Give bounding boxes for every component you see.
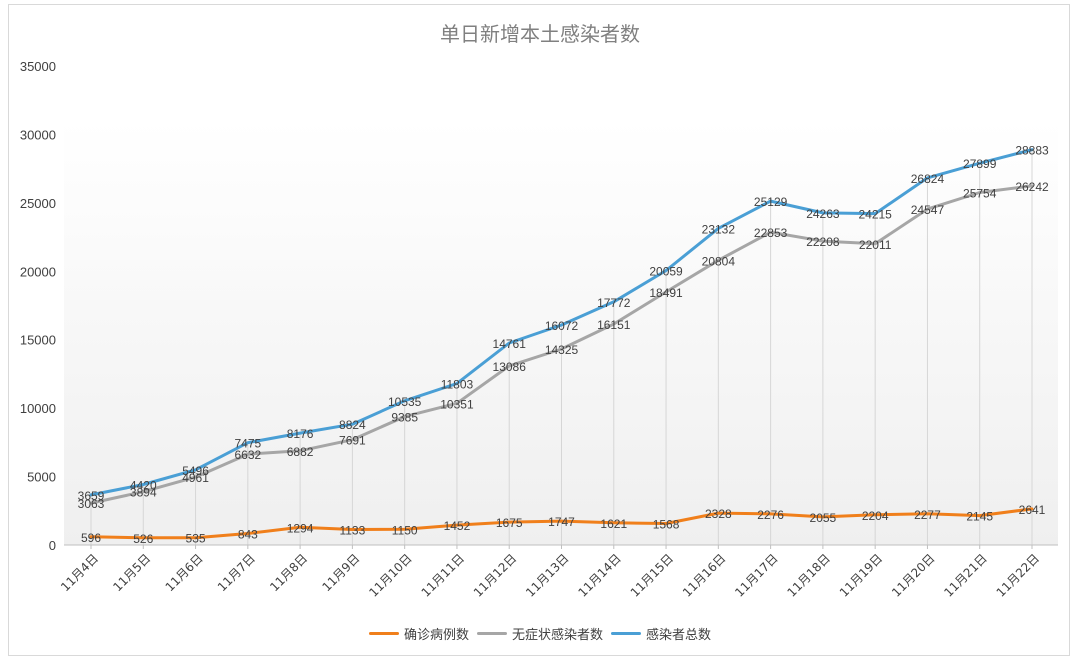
legend-label-confirmed: 确诊病例数 <box>403 628 469 643</box>
data-label: 3063 <box>78 497 105 511</box>
y-tick-label: 0 <box>49 538 56 553</box>
series-line-0 <box>89 507 1034 540</box>
data-label: 11803 <box>441 377 474 391</box>
data-label: 16151 <box>597 318 631 332</box>
data-label: 24263 <box>806 207 840 221</box>
data-label: 3894 <box>130 486 157 500</box>
y-tick-label: 5000 <box>27 470 56 485</box>
data-label: 26824 <box>911 172 945 186</box>
data-label: 28883 <box>1015 144 1049 158</box>
x-tick-label: 11月8日 <box>267 551 310 594</box>
data-label: 843 <box>238 527 258 541</box>
legend-label-asymptomatic: 无症状感染者数 <box>511 628 603 643</box>
data-label: 27899 <box>963 157 997 171</box>
data-label: 2145 <box>966 510 993 524</box>
x-tick-label: 11月15日 <box>628 551 676 599</box>
data-label: 1621 <box>600 517 627 531</box>
y-tick-label: 25000 <box>20 196 56 211</box>
data-label: 10535 <box>388 395 422 409</box>
x-tick-label: 11月11日 <box>419 551 467 599</box>
x-tick-label: 11月6日 <box>163 551 206 594</box>
legend-item-confirmed[interactable]: 确诊病例数 <box>368 624 469 643</box>
legend-item-asymptomatic[interactable]: 无症状感染者数 <box>476 624 603 643</box>
data-label: 26242 <box>1015 180 1049 194</box>
x-tick-label: 11月12日 <box>471 551 519 599</box>
data-label: 6632 <box>234 448 261 462</box>
x-tick-label: 11月14日 <box>575 551 623 599</box>
y-tick-label: 30000 <box>20 127 56 142</box>
data-label: 8176 <box>287 427 314 441</box>
legend-swatch-confirmed <box>368 632 399 635</box>
data-label: 5496 <box>182 464 209 478</box>
data-label: 25754 <box>963 187 997 201</box>
data-label: 1452 <box>444 519 471 533</box>
data-label: 20804 <box>702 254 736 268</box>
data-label: 4420 <box>130 479 157 493</box>
data-label: 1568 <box>653 518 680 532</box>
data-label: 23132 <box>702 222 736 236</box>
x-tick-label: 11月5日 <box>110 551 153 594</box>
x-tick-label: 11月10日 <box>366 551 414 599</box>
data-label: 4961 <box>182 471 209 485</box>
data-label: 7691 <box>339 434 366 448</box>
data-label: 22853 <box>754 226 788 240</box>
data-label: 25129 <box>754 195 788 209</box>
y-tick-label: 35000 <box>20 59 56 74</box>
data-label: 3659 <box>78 489 105 503</box>
x-tick-label: 11月19日 <box>837 551 885 599</box>
legend-swatch-total <box>611 632 641 635</box>
data-label: 9385 <box>391 411 418 425</box>
series-line-2 <box>89 148 1034 497</box>
data-label: 24215 <box>858 208 892 222</box>
data-label: 2276 <box>757 508 784 522</box>
data-label: 8824 <box>339 418 366 432</box>
data-label: 20059 <box>649 264 683 278</box>
x-tick-label: 11月20日 <box>889 551 937 599</box>
data-label: 2055 <box>810 511 837 525</box>
y-tick-label: 15000 <box>20 333 56 348</box>
data-label: 526 <box>133 532 153 546</box>
data-label: 10351 <box>440 397 474 411</box>
x-tick-label: 11月16日 <box>680 551 728 599</box>
data-label: 2328 <box>705 507 732 521</box>
y-tick-label: 10000 <box>20 401 56 416</box>
x-tick-label: 11月13日 <box>523 551 571 599</box>
data-label: 2641 <box>1019 503 1046 517</box>
series-line-1 <box>89 184 1034 505</box>
legend-label-total: 感染者总数 <box>646 628 712 643</box>
legend: 确诊病例数 无症状感染者数 感染者总数 <box>0 624 1080 643</box>
data-label: 2277 <box>914 508 941 522</box>
data-label: 22011 <box>859 238 892 252</box>
data-label: 535 <box>186 532 206 546</box>
data-label: 1747 <box>548 515 575 529</box>
data-label: 2204 <box>862 509 889 523</box>
data-label: 18491 <box>649 286 683 300</box>
data-label: 16072 <box>545 319 579 333</box>
x-tick-label: 11月18日 <box>785 551 833 599</box>
x-tick-label: 11月22日 <box>994 551 1042 599</box>
x-tick-label: 11月9日 <box>319 551 362 594</box>
x-tick-label: 11月4日 <box>58 551 101 594</box>
y-tick-label: 20000 <box>20 264 56 279</box>
data-label: 14761 <box>493 337 527 351</box>
data-label: 7475 <box>234 437 261 451</box>
x-tick-label: 11月17日 <box>732 551 780 599</box>
data-label: 1294 <box>287 521 314 535</box>
chart-title: 单日新增本土感染者数 <box>440 22 640 46</box>
data-label: 1675 <box>496 516 523 530</box>
data-label: 17772 <box>597 296 631 310</box>
x-tick-label: 11月21日 <box>941 551 989 599</box>
data-label: 596 <box>81 531 101 545</box>
data-label: 6882 <box>287 445 314 459</box>
data-label: 22208 <box>806 235 840 249</box>
data-label: 1133 <box>339 523 365 537</box>
data-label: 14325 <box>545 343 579 357</box>
data-label: 1150 <box>392 523 418 537</box>
x-tick-label: 11月7日 <box>215 551 258 594</box>
legend-item-total[interactable]: 感染者总数 <box>611 624 711 643</box>
data-label: 13086 <box>493 360 527 374</box>
data-label: 24547 <box>911 203 945 217</box>
legend-swatch-asymptomatic <box>476 632 507 635</box>
